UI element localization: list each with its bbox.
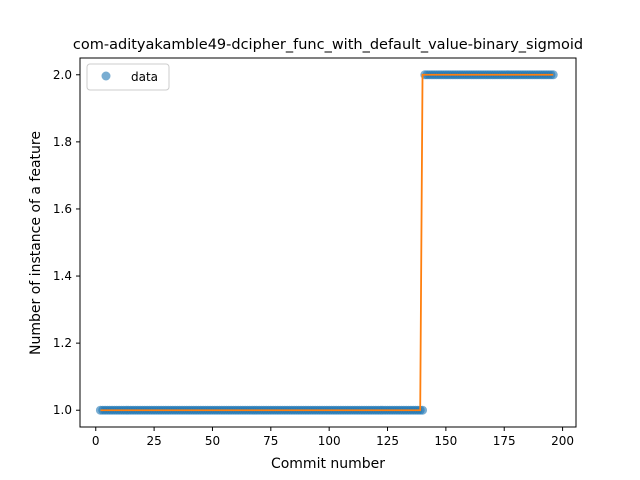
x-tick-label: 25 — [146, 434, 161, 448]
legend-marker — [101, 71, 111, 81]
x-tick-label: 100 — [318, 434, 341, 448]
axis-ticks: 0 25 50 75 100 125 150 175 200 1.0 1.2 1.4 1.6 1.8 2.0 — [53, 68, 574, 448]
y-tick-label: 1.4 — [53, 269, 72, 283]
plot-area — [95, 70, 558, 415]
x-tick-label: 50 — [205, 434, 220, 448]
x-tick-label: 75 — [263, 434, 278, 448]
y-axis-label: Number of instance of a feature — [28, 131, 44, 355]
y-tick-label: 1.8 — [53, 135, 72, 149]
y-tick-label: 1.6 — [53, 202, 72, 216]
y-tick-label: 2.0 — [53, 68, 72, 82]
chart-title: com-adityakamble49-dcipher_func_with_def… — [73, 37, 583, 53]
legend-label: data — [131, 70, 158, 84]
x-tick-label: 175 — [493, 434, 516, 448]
x-tick-label: 125 — [376, 434, 399, 448]
fit-line — [100, 73, 554, 412]
y-tick-label: 1.2 — [53, 336, 72, 350]
x-axis-label: Commit number — [271, 456, 385, 472]
x-tick-label: 0 — [92, 434, 100, 448]
legend-box — [86, 63, 170, 91]
plot-frame — [79, 57, 577, 428]
legend: data — [86, 63, 170, 91]
x-tick-label: 150 — [434, 434, 457, 448]
x-tick-label: 200 — [551, 434, 574, 448]
y-tick-label: 1.0 — [53, 403, 72, 417]
